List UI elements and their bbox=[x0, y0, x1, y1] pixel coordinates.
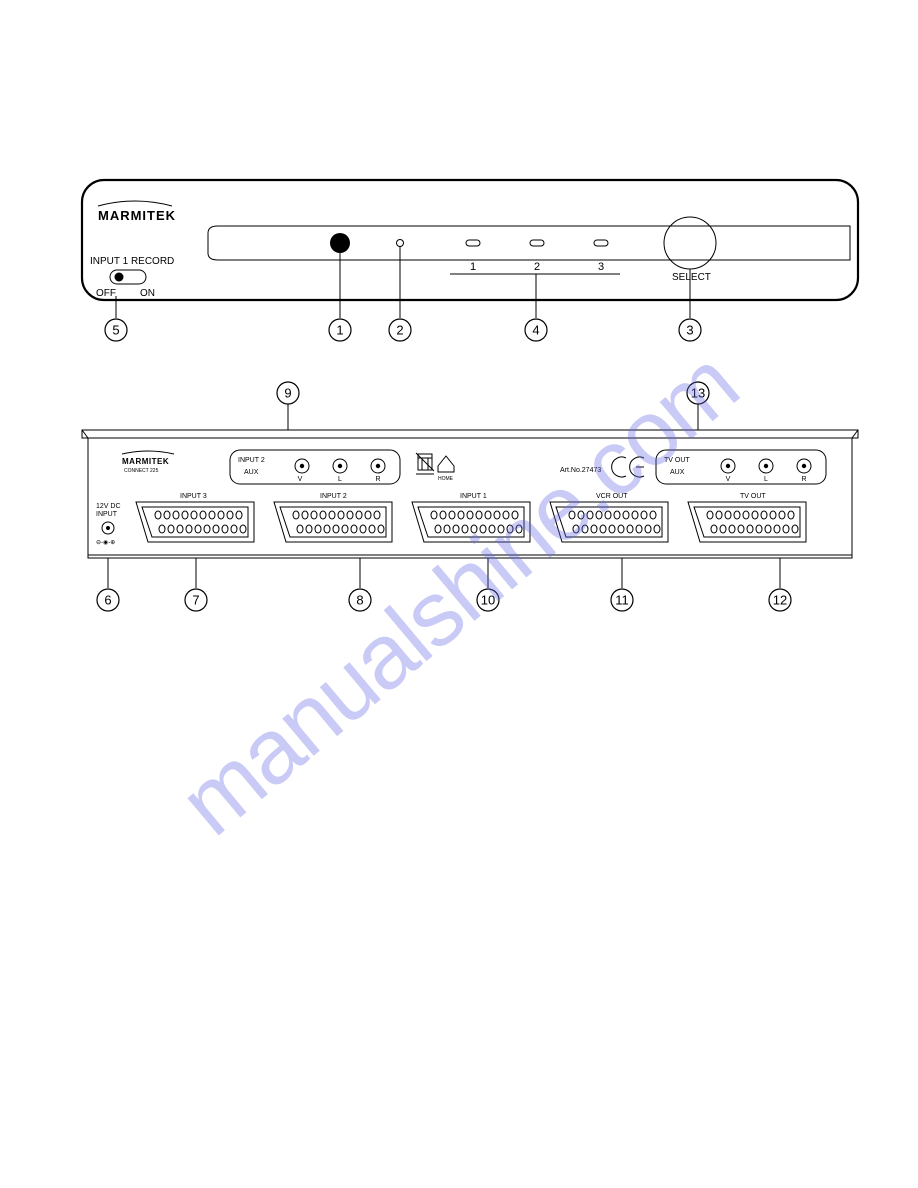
dc-label-1: 12V DC bbox=[96, 503, 121, 510]
svg-text:HOME: HOME bbox=[438, 476, 454, 482]
indicator-3-num: 3 bbox=[598, 261, 604, 273]
dc-label-2: INPUT bbox=[96, 511, 118, 518]
svg-text:4: 4 bbox=[532, 323, 539, 338]
scart-input1[interactable] bbox=[412, 502, 530, 542]
callout-7: 7 bbox=[185, 589, 207, 611]
select-label: SELECT bbox=[672, 272, 711, 283]
svg-text:10: 10 bbox=[481, 593, 495, 608]
svg-text:7: 7 bbox=[192, 593, 199, 608]
svg-text:3: 3 bbox=[686, 323, 693, 338]
indicator-2-num: 2 bbox=[534, 261, 540, 273]
callout-1: 1 bbox=[329, 319, 351, 341]
callout-6: 6 bbox=[97, 589, 119, 611]
callout-10: 10 bbox=[477, 589, 499, 611]
aux-in-r-jack[interactable] bbox=[371, 459, 385, 473]
front-panel-diagram: MARMITEK INPUT 1 RECORD OFF ON 1 2 3 SEL… bbox=[80, 178, 860, 358]
callout-13: 13 bbox=[687, 382, 709, 404]
scart-label-1: INPUT 3 bbox=[180, 493, 207, 500]
svg-text:5: 5 bbox=[112, 323, 119, 338]
on-label: ON bbox=[140, 288, 155, 299]
scart-vcr-out[interactable] bbox=[550, 502, 668, 542]
dc-input-group: 12V DC INPUT ⊖-◉-⊕ bbox=[96, 503, 121, 546]
callout-2: 2 bbox=[389, 319, 411, 341]
scart-tv-out[interactable] bbox=[688, 502, 806, 542]
aux-out-sub: AUX bbox=[670, 469, 685, 476]
aux-out-l: L bbox=[764, 476, 768, 483]
record-label: INPUT 1 RECORD bbox=[90, 256, 174, 267]
scart-row bbox=[136, 502, 806, 542]
svg-text:9: 9 bbox=[284, 386, 291, 401]
aux-output-group: TV OUT AUX V L R bbox=[656, 450, 826, 484]
svg-text:13: 13 bbox=[691, 386, 705, 401]
callout-9: 9 bbox=[277, 382, 299, 404]
svg-text:1: 1 bbox=[336, 323, 343, 338]
aux-out-v-jack[interactable] bbox=[721, 459, 735, 473]
ce-mark-icon bbox=[612, 457, 644, 477]
callout-5: 5 bbox=[105, 319, 127, 341]
svg-text:2: 2 bbox=[396, 323, 403, 338]
dc-polarity: ⊖-◉-⊕ bbox=[96, 540, 115, 546]
rear-panel-diagram: 9 13 MARMITEK CONNECT 225 12V DC INPUT ⊖… bbox=[80, 380, 860, 630]
svg-text:11: 11 bbox=[615, 593, 629, 608]
aux-in-sub: AUX bbox=[244, 469, 259, 476]
scart-input3[interactable] bbox=[136, 502, 254, 542]
scart-label-5: TV OUT bbox=[740, 493, 766, 500]
aux-in-r: R bbox=[375, 476, 380, 483]
callout-4: 4 bbox=[525, 319, 547, 341]
callout-11: 11 bbox=[611, 589, 633, 611]
callout-12: 12 bbox=[769, 589, 791, 611]
svg-text:12: 12 bbox=[773, 593, 787, 608]
aux-input-group: INPUT 2 AUX V L R bbox=[230, 450, 400, 484]
scart-label-3: INPUT 1 bbox=[460, 493, 487, 500]
scart-input2[interactable] bbox=[274, 502, 392, 542]
aux-out-r-jack[interactable] bbox=[797, 459, 811, 473]
off-label: OFF bbox=[96, 288, 116, 299]
compliance-icons: HOME bbox=[416, 453, 454, 482]
page-root: manualshine.com MARMITEK INPUT 1 RECORD … bbox=[0, 0, 918, 1188]
aux-in-v: V bbox=[298, 476, 303, 483]
scart-label-4: VCR OUT bbox=[596, 493, 628, 500]
weee-icon bbox=[416, 453, 434, 474]
aux-out-v: V bbox=[726, 476, 731, 483]
aux-in-title: INPUT 2 bbox=[238, 457, 265, 464]
aux-in-v-jack[interactable] bbox=[295, 459, 309, 473]
brand-logo-rear: MARMITEK CONNECT 225 bbox=[122, 451, 174, 474]
aux-in-l: L bbox=[338, 476, 342, 483]
callout-8: 8 bbox=[349, 589, 371, 611]
home-icon: HOME bbox=[438, 456, 454, 482]
record-switch-knob bbox=[115, 273, 124, 282]
brand-sub-rear: CONNECT 225 bbox=[124, 468, 159, 474]
aux-in-l-jack[interactable] bbox=[333, 459, 347, 473]
aux-out-title: TV OUT bbox=[664, 457, 690, 464]
svg-text:8: 8 bbox=[356, 593, 363, 608]
svg-text:6: 6 bbox=[104, 593, 111, 608]
ir-window bbox=[330, 233, 350, 253]
scart-label-2: INPUT 2 bbox=[320, 493, 347, 500]
artno-label: Art.No.27473 bbox=[560, 467, 601, 474]
callout-3: 3 bbox=[679, 319, 701, 341]
brand-text-rear: MARMITEK bbox=[122, 457, 169, 466]
brand-text-front: MARMITEK bbox=[98, 208, 176, 223]
aux-out-r: R bbox=[801, 476, 806, 483]
aux-out-l-jack[interactable] bbox=[759, 459, 773, 473]
indicator-1-num: 1 bbox=[470, 261, 476, 273]
